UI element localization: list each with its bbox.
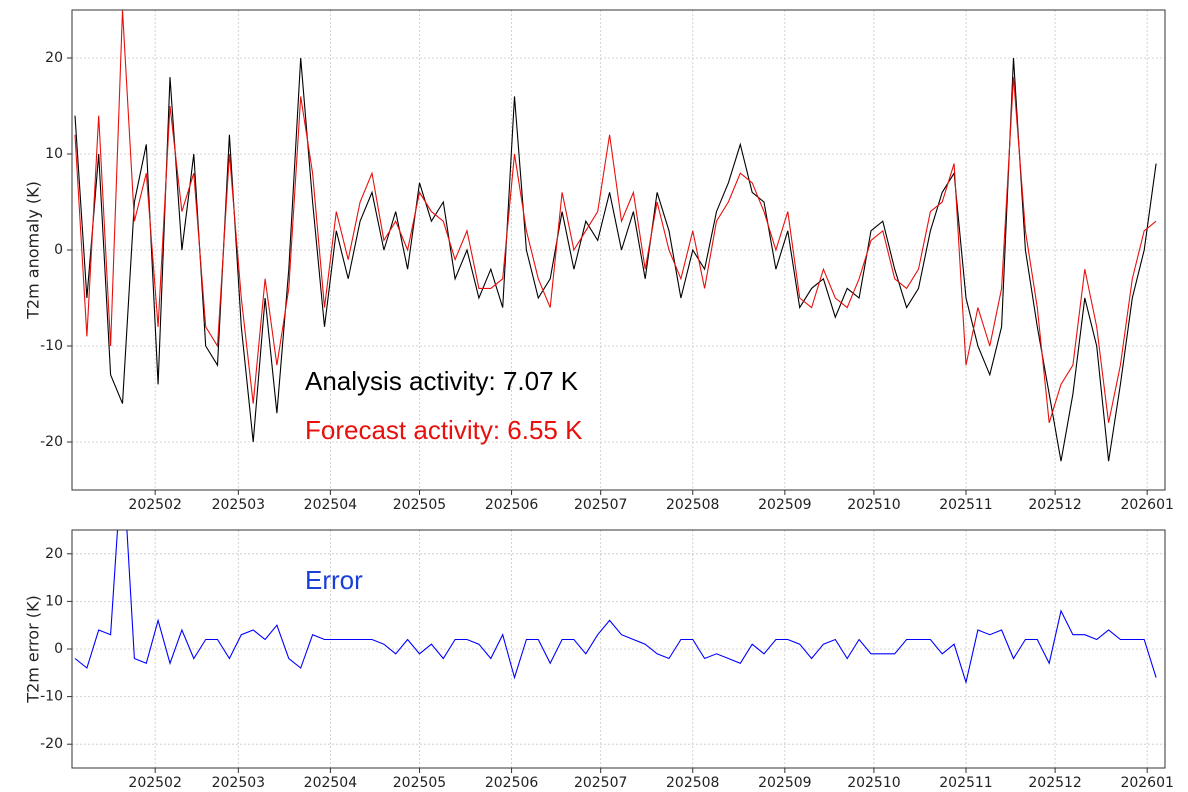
plot-area [74, 10, 1157, 462]
annotation: Forecast activity: 6.55 K [305, 415, 583, 445]
series-line [74, 10, 1157, 423]
y-axis-label: T2m error (K) [24, 595, 43, 703]
y-tick-label: -10 [40, 689, 63, 705]
plot-area [74, 530, 1157, 685]
x-tick-label: 202510 [847, 775, 900, 791]
x-tick-label: 202505 [393, 497, 446, 513]
x-tick-label: 202511 [939, 775, 992, 791]
y-tick-label: -20 [40, 736, 63, 752]
axes-frame [71, 529, 1166, 769]
x-tick-label: 202502 [128, 775, 181, 791]
x-tick-label: 202508 [666, 775, 719, 791]
y-tick-label: 0 [54, 242, 63, 258]
annotation: Error [305, 565, 363, 595]
y-tick-label: -10 [40, 338, 63, 354]
axes-frame [71, 9, 1166, 491]
series-line [74, 530, 1157, 685]
x-tick-label: 202509 [758, 775, 811, 791]
x-tick-label: 202502 [128, 497, 181, 513]
x-tick-label: 202505 [393, 775, 446, 791]
x-tick-label: 202504 [304, 497, 358, 513]
x-tick-label: 202503 [212, 775, 265, 791]
x-tick-label: 202504 [304, 775, 358, 791]
x-tick-label: 202508 [666, 497, 719, 513]
x-tick-label: 202601 [1120, 775, 1173, 791]
x-tick-label: 202601 [1120, 497, 1173, 513]
x-tick-label: 202512 [1028, 497, 1081, 513]
y-axis-label: T2m anomaly (K) [24, 181, 43, 320]
x-tick-label: 202507 [574, 775, 627, 791]
y-tick-label: 10 [45, 593, 63, 609]
x-tick-label: 202506 [485, 775, 539, 791]
y-tick-label: 20 [45, 546, 63, 562]
annotation: Analysis activity: 7.07 K [305, 366, 579, 396]
y-tick-label: 10 [45, 146, 63, 162]
x-tick-label: 202506 [485, 497, 539, 513]
y-tick-label: 0 [54, 641, 63, 657]
y-tick-label: -20 [40, 434, 63, 450]
x-tick-label: 202503 [212, 497, 265, 513]
x-tick-label: 202509 [758, 497, 811, 513]
x-tick-label: 202511 [939, 497, 992, 513]
y-tick-label: 20 [45, 50, 63, 66]
series-line [74, 57, 1157, 462]
x-tick-label: 202510 [847, 497, 900, 513]
x-tick-label: 202512 [1028, 775, 1081, 791]
x-tick-label: 202507 [574, 497, 627, 513]
